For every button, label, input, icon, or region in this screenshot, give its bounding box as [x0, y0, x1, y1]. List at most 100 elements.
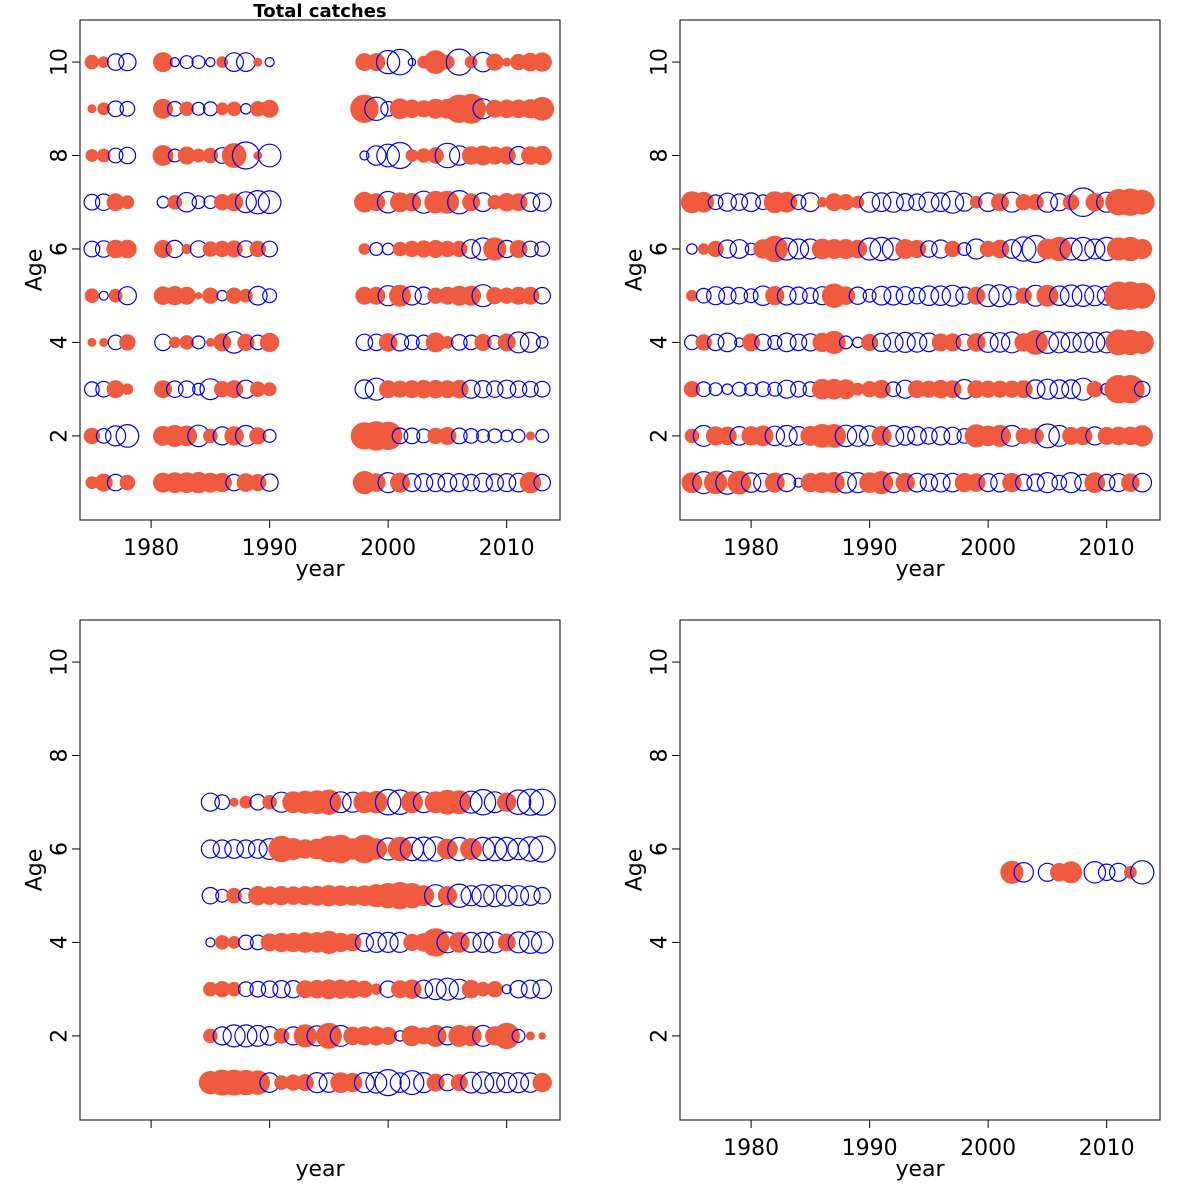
bubble-positive [462, 193, 481, 212]
y-axis-title: Age [623, 249, 648, 292]
bubble-negative [98, 290, 109, 301]
bubble-positive [991, 193, 1009, 212]
bubble-positive [119, 474, 136, 491]
y-tick-label: 10 [48, 648, 73, 676]
bubble-positive [367, 286, 386, 305]
bubble-positive [177, 146, 196, 165]
bubble-negative [846, 424, 869, 447]
bubble-positive [438, 426, 457, 445]
x-tick-label: 2000 [960, 536, 1016, 561]
bubble-positive [486, 53, 504, 71]
bubble-negative [718, 286, 737, 305]
bubble-negative [533, 286, 551, 305]
bubble-negative [476, 428, 491, 443]
bubble-positive [525, 431, 535, 441]
bubble-negative [930, 192, 951, 213]
bubble-positive [274, 1075, 289, 1090]
bubble-negative [119, 100, 136, 117]
bubble-positive [823, 471, 845, 494]
bubble-positive [202, 241, 219, 257]
bubble-positive [181, 243, 192, 255]
bubble-negative [354, 379, 375, 400]
bubble-negative [907, 472, 927, 493]
x-tick-label: 2010 [1079, 536, 1135, 561]
bubble-positive [214, 240, 231, 258]
bubble-negative [402, 285, 422, 306]
bubble-negative [908, 193, 926, 211]
bubble-negative [882, 424, 905, 447]
bubble-positive [370, 983, 383, 995]
bubble-positive [85, 149, 99, 162]
bubble-positive [245, 1070, 270, 1095]
bubble-negative [775, 237, 799, 261]
bubble-positive [365, 790, 388, 814]
bubble-negative [224, 839, 245, 859]
bubble-positive [1000, 860, 1024, 884]
bubble-negative [507, 885, 530, 907]
bubble-positive [765, 286, 785, 306]
bubble-positive [727, 470, 752, 495]
y-axis-title: Age [623, 849, 648, 892]
bubble-positive [1132, 239, 1153, 259]
bubble-positive [1116, 375, 1145, 404]
bubble-positive [991, 380, 1009, 398]
bubble-negative [1025, 379, 1046, 400]
bubble-negative [484, 1071, 506, 1094]
bubble-negative [800, 192, 821, 213]
bubble-negative [777, 473, 797, 493]
panel-2: 1980 1990 2000 2010 2 4 6 8 10 year Age [623, 19, 1161, 582]
bubble-negative [520, 192, 541, 213]
bubble-negative [176, 191, 197, 213]
bubble-negative [777, 379, 797, 399]
bubble-negative [426, 473, 446, 493]
bubble-negative [354, 932, 374, 953]
bubble-negative [1061, 379, 1081, 400]
bubble-negative [450, 334, 468, 351]
bubble-negative [869, 236, 894, 262]
bubble-positive [237, 333, 255, 351]
bubble-positive [215, 102, 229, 116]
x-axis-title: year [295, 1157, 345, 1182]
bubble-positive [373, 421, 403, 451]
bubble-positive [686, 289, 698, 302]
bubble-negative [686, 243, 698, 255]
y-tick-label: 8 [48, 749, 73, 763]
bubble-negative [895, 286, 915, 306]
bubble-group [198, 788, 556, 1097]
bubble-positive [1014, 380, 1033, 399]
bubble-negative [375, 49, 401, 75]
bubble-negative [790, 380, 807, 398]
x-tick-label: 1990 [842, 1136, 898, 1161]
bubble-negative [717, 192, 738, 212]
bubble-negative [705, 286, 726, 306]
bubble-positive [342, 1072, 363, 1093]
panel-3: 2 4 6 8 10 year Age [23, 619, 561, 1182]
bubble-positive [202, 287, 219, 304]
bubble-negative [359, 150, 370, 161]
bubble-negative [533, 886, 551, 905]
bubble-negative [391, 427, 409, 445]
bubble-negative [509, 380, 528, 398]
bubble-negative [740, 472, 762, 493]
bubble-negative [390, 333, 410, 352]
bubble-negative [882, 191, 904, 213]
bubble-negative [1071, 284, 1095, 307]
bubble-positive [707, 240, 724, 258]
bubble-negative [957, 242, 972, 257]
bubble-positive [84, 288, 100, 304]
y-tick-label: 6 [648, 842, 673, 856]
bubble-negative [920, 240, 938, 258]
bubble-negative [767, 381, 783, 397]
bubble-negative [365, 145, 387, 166]
bubble-positive [493, 1022, 520, 1050]
bubble-negative [247, 839, 268, 859]
plot-frame [79, 19, 561, 521]
bubble-negative [482, 836, 508, 862]
bubble-negative [118, 146, 137, 165]
bubble-positive [695, 334, 712, 351]
bubble-positive [423, 50, 448, 74]
bubble-positive [486, 981, 503, 998]
y-tick-label: 2 [648, 1029, 673, 1043]
bubble-positive [461, 285, 482, 306]
bubble-negative [192, 382, 205, 396]
